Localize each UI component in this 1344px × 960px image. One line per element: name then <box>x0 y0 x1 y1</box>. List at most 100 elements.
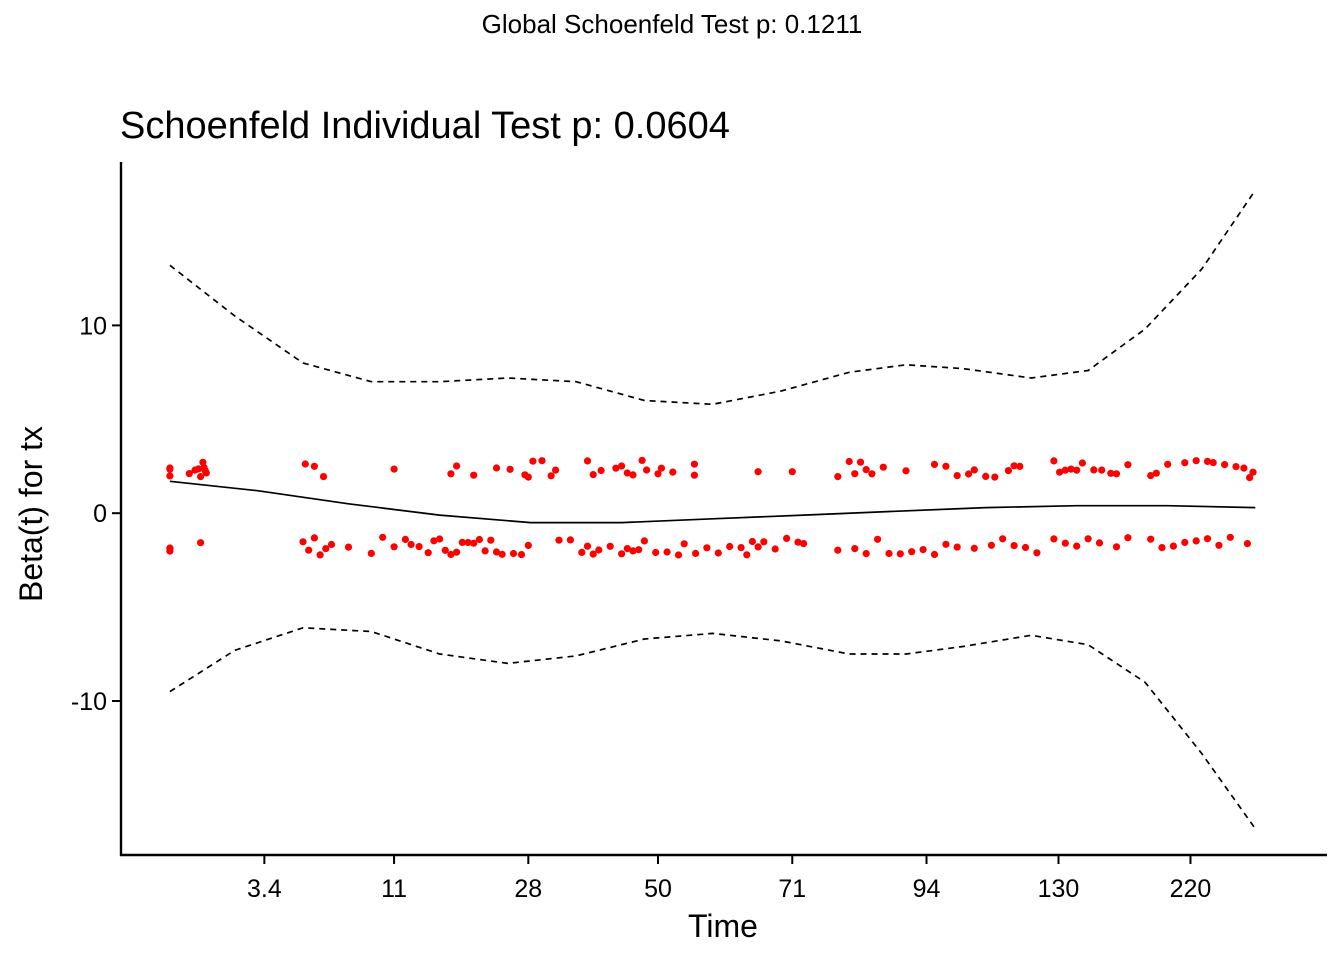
residual-point <box>509 549 518 558</box>
residual-point <box>1124 534 1132 542</box>
residual-point <box>953 543 961 551</box>
residual-point <box>1226 533 1234 541</box>
residual-point <box>834 473 842 481</box>
residual-point <box>654 470 662 478</box>
residual-point <box>1010 542 1018 550</box>
residual-point <box>1021 543 1030 552</box>
residual-point <box>629 471 637 479</box>
residual-point <box>1067 465 1075 473</box>
residual-point <box>942 462 950 470</box>
residual-point <box>552 466 560 474</box>
residual-point <box>1112 543 1121 551</box>
residual-point <box>970 466 978 474</box>
residual-point <box>800 540 808 548</box>
residual-point <box>1246 474 1254 482</box>
chart-title: Schoenfeld Individual Test p: 0.0604 <box>120 105 730 147</box>
x-tick-label: 11 <box>381 875 407 903</box>
residual-point <box>638 456 646 464</box>
residual-point <box>919 546 927 554</box>
residual-point <box>760 538 768 546</box>
residual-point <box>498 550 506 558</box>
residual-point <box>623 545 631 553</box>
residual-point <box>470 471 478 479</box>
residual-point <box>629 547 637 555</box>
residual-point <box>737 544 745 552</box>
residual-point <box>390 465 398 473</box>
residual-point <box>1061 539 1069 547</box>
residual-point <box>310 534 318 542</box>
residual-point <box>464 538 472 547</box>
residual-point <box>197 473 205 481</box>
residual-point <box>851 470 859 478</box>
residual-point <box>606 542 614 550</box>
residual-point <box>874 535 882 543</box>
residual-point <box>930 460 939 468</box>
residual-point <box>743 551 751 559</box>
x-axis-label: Time <box>688 908 758 944</box>
residual-point <box>896 550 904 558</box>
residual-point <box>1232 463 1240 471</box>
residual-point <box>1147 472 1155 480</box>
residual-point <box>166 464 174 472</box>
residual-point <box>305 546 313 554</box>
residual-point <box>555 536 563 544</box>
residual-point <box>726 542 734 551</box>
residual-point <box>517 551 526 559</box>
residual-point <box>612 464 620 472</box>
residual-point <box>618 462 626 470</box>
residual-point <box>643 466 651 474</box>
residual-point <box>1095 539 1104 547</box>
x-tick-label: 50 <box>644 875 672 903</box>
residual-point <box>783 534 791 543</box>
residual-point <box>524 541 532 550</box>
residual-point <box>547 472 555 480</box>
residual-point <box>690 460 699 468</box>
residual-point <box>748 537 757 546</box>
x-tick-label: 3.4 <box>247 875 282 903</box>
residual-point <box>589 550 597 558</box>
residual-point <box>197 539 205 547</box>
residual-point <box>1090 466 1098 474</box>
x-tick-label: 28 <box>514 875 542 903</box>
residual-point <box>1203 535 1212 543</box>
residual-point <box>879 463 887 471</box>
residual-point <box>589 471 597 479</box>
y-tick-label: 0 <box>93 500 107 528</box>
residual-point <box>669 468 677 476</box>
residual-point <box>566 536 575 544</box>
residual-point <box>1169 542 1177 550</box>
residual-point <box>185 470 193 478</box>
residual-point <box>999 535 1007 543</box>
residual-point <box>788 468 796 476</box>
residual-point <box>524 473 532 481</box>
residual-point <box>1084 535 1092 543</box>
residual-point <box>991 473 999 481</box>
residual-point <box>379 533 387 541</box>
residual-point <box>690 471 699 479</box>
residual-point <box>970 544 978 552</box>
residual-point <box>1181 538 1189 547</box>
residual-point <box>453 548 461 556</box>
residual-point <box>481 547 489 555</box>
residual-point <box>953 472 961 480</box>
residual-point <box>1124 461 1132 469</box>
residual-point <box>322 545 330 553</box>
residual-point <box>1147 535 1155 543</box>
residual-point <box>703 544 711 552</box>
residual-point <box>415 543 423 551</box>
residual-point <box>430 537 438 545</box>
residual-point <box>1112 470 1121 478</box>
residual-point <box>299 538 307 546</box>
residual-point <box>447 470 455 478</box>
residual-point <box>754 543 762 551</box>
residual-point <box>862 550 870 558</box>
residual-point <box>1010 462 1018 470</box>
residual-point <box>845 457 853 466</box>
residual-point <box>1016 462 1024 470</box>
y-tick-label: -10 <box>71 688 107 716</box>
residual-point <box>529 457 537 465</box>
residual-point <box>692 549 700 558</box>
residual-point <box>1050 535 1058 543</box>
y-tick-label: 10 <box>79 312 107 340</box>
